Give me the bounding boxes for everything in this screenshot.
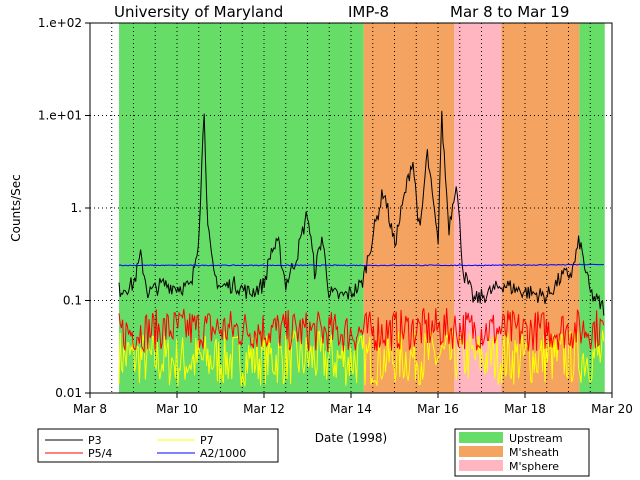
y-tick-label: 1.e+01	[38, 109, 82, 123]
region-legend-label: M'sphere	[509, 460, 559, 473]
x-tick-label: Mar 16	[417, 402, 459, 416]
region-legend-label: Upstream	[509, 432, 563, 445]
y-tick-label: 0.01	[55, 386, 82, 400]
series-line-p7	[118, 329, 605, 387]
y-axis-label: Counts/Sec	[9, 174, 23, 242]
legend-label: P3	[88, 434, 102, 447]
series-lines	[118, 110, 605, 387]
header-spacecraft: IMP-8	[348, 3, 389, 21]
x-tick-label: Mar 10	[156, 402, 198, 416]
series-line-p5-4	[118, 307, 605, 354]
legend-label: A2/1000	[200, 447, 246, 460]
region-legend-box	[454, 428, 590, 477]
y-axis: 0.01 0.1 1. 1.e+01 1.e+02	[38, 16, 90, 400]
x-axis: Mar 8 Mar 10 Mar 12 Mar 14 Mar 16 Mar 18 Mar 2…	[73, 393, 633, 416]
header-institution: University of Maryland	[114, 3, 283, 21]
region-legend-label: M'sheath	[509, 446, 559, 459]
region-band-3	[501, 23, 580, 393]
y-tick-label: 1.e+02	[38, 16, 82, 30]
legend-label: P7	[200, 434, 214, 447]
x-tick-label: Mar 18	[504, 402, 546, 416]
y-tick-label: 1.	[71, 201, 82, 215]
x-tick-label: Mar 8	[73, 402, 107, 416]
x-tick-label: Mar 14	[330, 402, 372, 416]
region-legend-swatch	[459, 432, 503, 443]
x-tick-label: Mar 20	[591, 402, 633, 416]
series-line-a2-1000	[118, 263, 604, 267]
legend-label: P5/4	[88, 447, 112, 460]
x-tick-label: Mar 12	[243, 402, 285, 416]
header-range: Mar 8 to Mar 19	[450, 3, 569, 21]
series-line-p3	[118, 110, 605, 316]
x-axis-label: Date (1998)	[315, 431, 387, 445]
region-legend-swatch	[459, 460, 503, 471]
series-legend: P3 P7 P5/4 A2/1000	[37, 428, 279, 463]
y-tick-label: 0.1	[63, 294, 82, 308]
series-legend-box	[37, 428, 279, 463]
region-legend-swatch	[459, 446, 503, 457]
